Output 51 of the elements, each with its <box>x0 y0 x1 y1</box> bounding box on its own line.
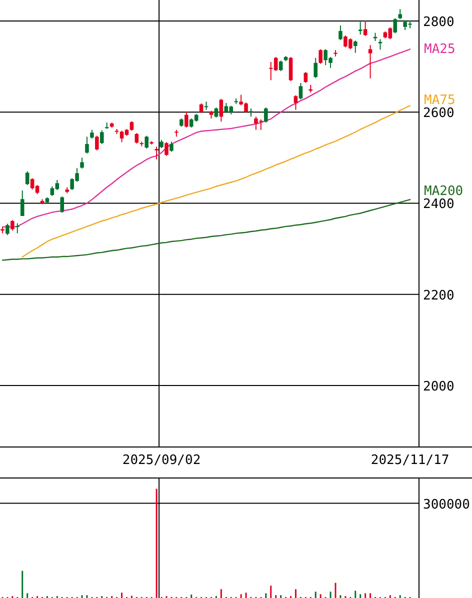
candlestick <box>314 57 318 78</box>
candlestick <box>278 60 283 72</box>
candlestick <box>214 107 218 118</box>
candlestick <box>100 130 104 144</box>
y-tick-label: 2200 <box>423 288 454 304</box>
candlestick <box>318 48 322 64</box>
candlestick <box>353 40 358 54</box>
candlestick <box>264 107 268 124</box>
candlestick <box>184 111 188 128</box>
candlestick <box>363 20 368 36</box>
candlestick <box>130 120 134 132</box>
candlestick <box>25 170 30 186</box>
candlestick <box>219 98 224 122</box>
x-tick-label: 2025/09/02 <box>122 453 201 468</box>
candlestick <box>20 190 24 216</box>
candlestick <box>298 82 303 100</box>
line-series <box>22 105 411 258</box>
candlestick <box>85 136 89 154</box>
candlestick <box>80 157 84 170</box>
x-tick-label: 2025/11/17 <box>370 453 450 468</box>
candlestick <box>170 141 174 152</box>
candlestick <box>338 25 342 41</box>
candlestick <box>10 220 14 232</box>
y-tick-label: 300000 <box>423 497 470 512</box>
candlestick <box>368 44 372 79</box>
candlestick <box>294 94 298 110</box>
candlestick <box>60 196 64 214</box>
candlestick <box>164 142 168 156</box>
y-tick-label: 2600 <box>423 106 454 122</box>
candlestick <box>134 132 139 144</box>
candlestick <box>6 223 10 236</box>
series-label: MA200 <box>424 184 464 200</box>
candlestick <box>204 101 208 110</box>
candlestick <box>398 8 402 20</box>
line-series <box>2 48 411 228</box>
candlestick <box>393 18 398 34</box>
y-tick-label: 2000 <box>423 379 454 394</box>
candlestick <box>199 102 204 114</box>
candlestick <box>304 71 308 84</box>
series-label: MA75 <box>424 93 456 108</box>
candlestick <box>378 38 382 50</box>
series-label: MA25 <box>424 42 456 58</box>
line-series <box>2 198 411 261</box>
y-tick-label: 2400 <box>423 197 454 212</box>
candlestick <box>288 56 293 82</box>
y-tick-label: 2800 <box>423 14 454 30</box>
candlestick <box>16 222 20 234</box>
candlestick <box>95 135 99 151</box>
candlestick <box>154 146 158 160</box>
candlestick <box>144 135 149 150</box>
candlestick <box>358 21 362 36</box>
